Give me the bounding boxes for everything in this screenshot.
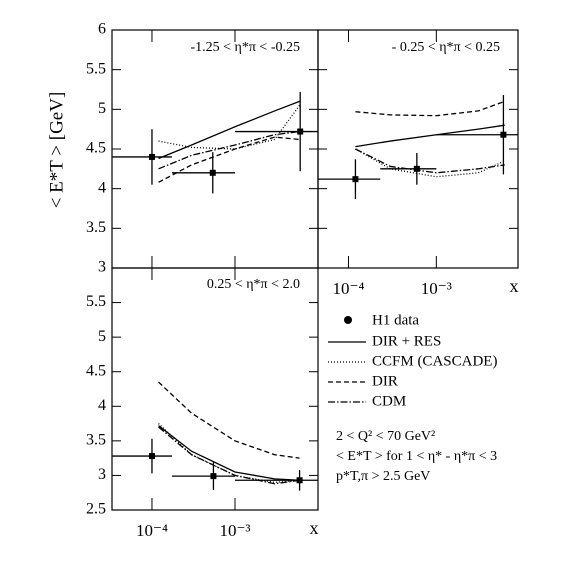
legend-marker (344, 316, 352, 324)
panel-title: - 0.25 < η*π < 0.25 (392, 40, 500, 55)
curve (158, 426, 300, 485)
data-point (297, 128, 304, 135)
data-point (209, 169, 216, 176)
legend-label: DIR + RES (372, 333, 441, 349)
x-tick-label: 10⁻⁴ (333, 279, 365, 298)
legend-label: CCFM (CASCADE) (372, 353, 497, 369)
y-tick-label: 4.5 (86, 362, 106, 379)
curve (158, 130, 300, 170)
y-tick-label: 5 (98, 328, 106, 345)
curve (158, 100, 300, 160)
y-tick-label: 3.5 (86, 219, 106, 236)
y-tick-label: 4.5 (86, 140, 106, 157)
y-tick-label: 6 (98, 21, 106, 38)
x-tick-label: 10⁻⁴ (136, 521, 168, 540)
curve (355, 124, 505, 148)
y-tick-label: 3 (98, 466, 106, 483)
data-point (148, 153, 155, 160)
data-point (296, 477, 303, 484)
panel-title: 0.25 < η*π < 2.0 (207, 277, 300, 292)
y-tick-label: 5.5 (86, 293, 106, 310)
x-axis-label: x (510, 276, 519, 296)
curve (158, 423, 300, 483)
y-tick-label: 4 (98, 179, 106, 196)
panel-title: -1.25 < η*π < -0.25 (190, 40, 300, 55)
y-tick-label: 2.5 (86, 501, 106, 518)
y-tick-label: 3 (98, 259, 106, 276)
data-point (500, 131, 507, 138)
curve (355, 148, 505, 174)
curve (355, 148, 505, 178)
note: 2 < Q² < 70 GeV² (336, 429, 435, 444)
y-tick-label: 3.5 (86, 432, 106, 449)
legend-label: H1 data (372, 312, 419, 328)
curve (355, 100, 505, 117)
y-tick-label: 4 (98, 397, 106, 414)
data-point (413, 165, 420, 172)
data-point (210, 473, 217, 480)
y-tick-label: 5 (98, 100, 106, 117)
curve (158, 425, 300, 481)
curve (158, 104, 301, 150)
data-point (148, 453, 155, 460)
y-axis-label: < E*T > [GeV] (46, 92, 67, 209)
panel-frame (111, 267, 319, 511)
x-tick-label: 10⁻³ (219, 521, 250, 540)
curve (158, 381, 300, 459)
x-axis-label: x (310, 518, 319, 538)
note: p*T,π > 2.5 GeV (336, 469, 430, 484)
legend-label: DIR (372, 373, 398, 389)
panel-frame (317, 29, 519, 269)
data-point (352, 176, 359, 183)
legend-label: CDM (372, 393, 406, 409)
note: < E*T > for 1 < η* - η*π < 3 (336, 449, 497, 464)
x-tick-label: 10⁻³ (421, 279, 452, 298)
panel-frame (111, 29, 319, 269)
curve (158, 136, 300, 183)
y-tick-label: 5.5 (86, 60, 106, 77)
